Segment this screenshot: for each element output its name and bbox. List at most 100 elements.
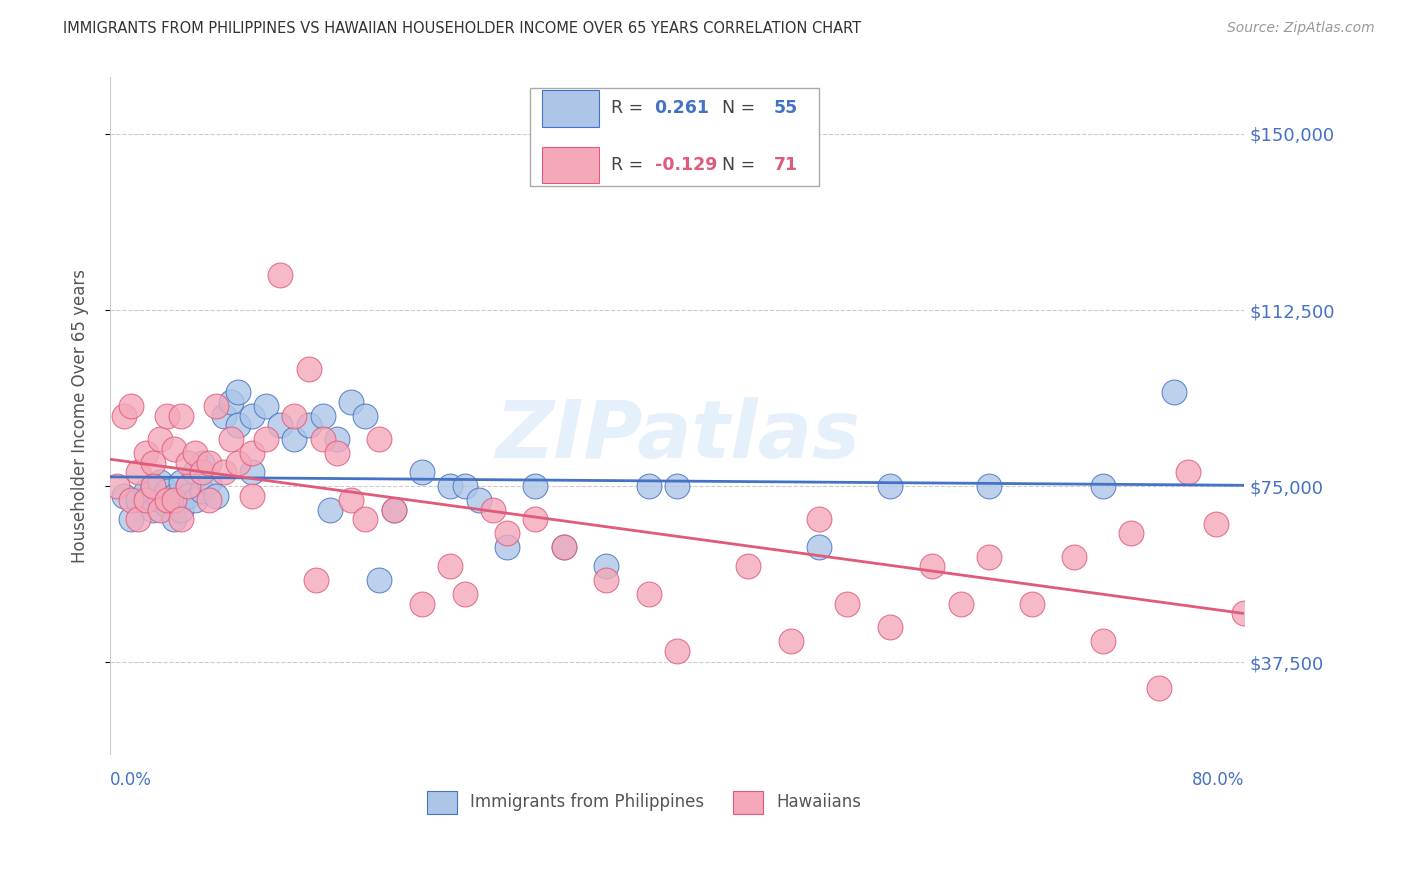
Point — [1163, 385, 1185, 400]
Point — [297, 418, 319, 433]
Point — [439, 559, 461, 574]
Point — [156, 409, 179, 423]
Point — [340, 394, 363, 409]
Point — [177, 479, 200, 493]
Point — [142, 479, 165, 493]
Point — [340, 493, 363, 508]
Point — [177, 489, 200, 503]
Point — [269, 268, 291, 282]
Point — [156, 493, 179, 508]
Point — [212, 409, 235, 423]
Text: Hawaiians: Hawaiians — [776, 793, 860, 811]
Point — [1091, 634, 1114, 648]
Point — [163, 493, 186, 508]
Point — [212, 465, 235, 479]
Point — [524, 479, 547, 493]
Point — [297, 361, 319, 376]
Point — [638, 587, 661, 601]
Point — [1177, 465, 1199, 479]
Point — [524, 512, 547, 526]
Point — [496, 526, 519, 541]
Point — [1375, 606, 1398, 620]
Point — [312, 409, 335, 423]
Point — [837, 597, 859, 611]
Point — [949, 597, 972, 611]
Point — [269, 418, 291, 433]
Point — [553, 541, 575, 555]
Text: 0.261: 0.261 — [655, 99, 710, 117]
Point — [1119, 526, 1142, 541]
Point — [354, 409, 377, 423]
Point — [1303, 597, 1326, 611]
Point — [240, 409, 263, 423]
Text: ZIPatlas: ZIPatlas — [495, 397, 859, 475]
Point — [1149, 681, 1171, 696]
Point — [283, 432, 305, 446]
Text: 0.0%: 0.0% — [110, 771, 152, 789]
Point — [127, 493, 149, 508]
Point — [191, 456, 214, 470]
Point — [879, 479, 901, 493]
Point — [226, 418, 249, 433]
Point — [142, 479, 165, 493]
Point — [112, 409, 135, 423]
Point — [205, 489, 228, 503]
Point — [149, 502, 172, 516]
Point — [638, 479, 661, 493]
Point — [205, 400, 228, 414]
Point — [254, 400, 277, 414]
Point — [219, 394, 242, 409]
Point — [156, 483, 179, 498]
Point — [184, 493, 207, 508]
Text: Immigrants from Philippines: Immigrants from Philippines — [470, 793, 704, 811]
Text: N =: N = — [711, 156, 761, 174]
Point — [120, 400, 142, 414]
Point — [135, 446, 157, 460]
Text: IMMIGRANTS FROM PHILIPPINES VS HAWAIIAN HOUSEHOLDER INCOME OVER 65 YEARS CORRELA: IMMIGRANTS FROM PHILIPPINES VS HAWAIIAN … — [63, 21, 862, 36]
Text: R =: R = — [612, 156, 650, 174]
FancyBboxPatch shape — [733, 790, 763, 814]
Point — [808, 512, 831, 526]
Point — [1261, 597, 1284, 611]
Text: R =: R = — [612, 99, 650, 117]
Point — [170, 502, 193, 516]
Point — [453, 479, 475, 493]
Point — [198, 475, 221, 489]
Point — [305, 574, 328, 588]
Point — [120, 512, 142, 526]
Point — [135, 493, 157, 508]
Point — [979, 549, 1001, 564]
Point — [482, 502, 505, 516]
Point — [921, 559, 943, 574]
Point — [666, 644, 689, 658]
Point — [219, 432, 242, 446]
Point — [240, 489, 263, 503]
Point — [319, 502, 342, 516]
Point — [979, 479, 1001, 493]
Point — [184, 446, 207, 460]
Point — [1021, 597, 1043, 611]
Point — [226, 385, 249, 400]
Point — [191, 465, 214, 479]
Point — [163, 442, 186, 456]
Point — [127, 512, 149, 526]
Point — [411, 465, 433, 479]
Point — [368, 432, 391, 446]
Point — [467, 493, 489, 508]
Point — [226, 456, 249, 470]
Text: -0.129: -0.129 — [655, 156, 717, 174]
Point — [382, 502, 405, 516]
Point — [127, 465, 149, 479]
Point — [368, 574, 391, 588]
Text: 80.0%: 80.0% — [1192, 771, 1244, 789]
Point — [156, 498, 179, 512]
Text: Source: ZipAtlas.com: Source: ZipAtlas.com — [1227, 21, 1375, 35]
Point — [879, 620, 901, 634]
Point — [240, 446, 263, 460]
Point — [595, 559, 617, 574]
FancyBboxPatch shape — [426, 790, 457, 814]
Point — [149, 432, 172, 446]
FancyBboxPatch shape — [530, 87, 820, 186]
Point — [808, 541, 831, 555]
Point — [149, 475, 172, 489]
